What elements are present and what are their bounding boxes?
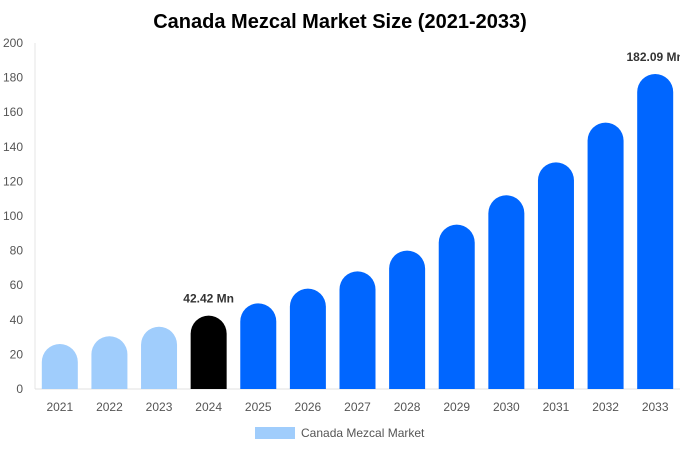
x-tick-label: 2024	[195, 400, 222, 414]
y-axis: 0 20 40 60 80 100 120 140 160 180 200	[3, 36, 36, 396]
y-tick-label: 200	[3, 36, 23, 50]
bar-2022[interactable]	[91, 336, 128, 389]
bar-2026[interactable]	[289, 288, 326, 389]
y-tick-label: 160	[3, 105, 23, 119]
y-tick-label: 20	[10, 347, 24, 361]
bar-2024[interactable]	[190, 315, 227, 389]
y-tick-label: 60	[10, 278, 24, 292]
x-tick-label: 2022	[96, 400, 123, 414]
bar-2021[interactable]	[41, 344, 78, 389]
x-tick-label: 2032	[592, 400, 619, 414]
bars	[41, 73, 674, 389]
bar-2032[interactable]	[587, 122, 624, 389]
x-tick-label: 2023	[146, 400, 173, 414]
y-tick-label: 180	[3, 71, 23, 85]
x-tick-label: 2028	[394, 400, 421, 414]
bar-2023[interactable]	[141, 326, 178, 389]
chart-title: Canada Mezcal Market Size (2021-2033)	[153, 11, 527, 33]
bar-2029[interactable]	[438, 224, 475, 389]
legend-label: Canada Mezcal Market	[301, 426, 425, 440]
x-tick-label: 2021	[46, 400, 73, 414]
y-tick-label: 0	[16, 382, 23, 396]
x-axis: 2021 2022 2023 2024 2025 2026 2027 2028 2029 2030…	[35, 388, 680, 414]
bar-2028[interactable]	[389, 250, 426, 389]
x-tick-label: 2033	[642, 400, 669, 414]
bar-2025[interactable]	[240, 303, 277, 389]
x-tick-label: 2029	[443, 400, 470, 414]
x-tick-label: 2030	[493, 400, 520, 414]
y-tick-label: 100	[3, 209, 23, 223]
bar-2030[interactable]	[488, 195, 525, 389]
data-label: 182.09 Mn	[627, 50, 680, 64]
legend[interactable]: Canada Mezcal Market	[255, 426, 425, 440]
data-labels: 42.42 Mn 182.09 Mn	[183, 50, 680, 306]
x-tick-label: 2031	[543, 400, 570, 414]
bar-2033[interactable]	[637, 73, 674, 389]
y-tick-label: 40	[10, 313, 24, 327]
x-tick-label: 2025	[245, 400, 272, 414]
data-label: 42.42 Mn	[183, 292, 234, 306]
bar-2031[interactable]	[537, 162, 574, 389]
x-tick-label: 2027	[344, 400, 371, 414]
legend-swatch	[255, 427, 295, 439]
y-tick-label: 120	[3, 174, 23, 188]
x-tick-label: 2026	[295, 400, 322, 414]
y-tick-label: 140	[3, 140, 23, 154]
y-tick-label: 80	[10, 244, 24, 258]
bar-2027[interactable]	[339, 271, 376, 389]
